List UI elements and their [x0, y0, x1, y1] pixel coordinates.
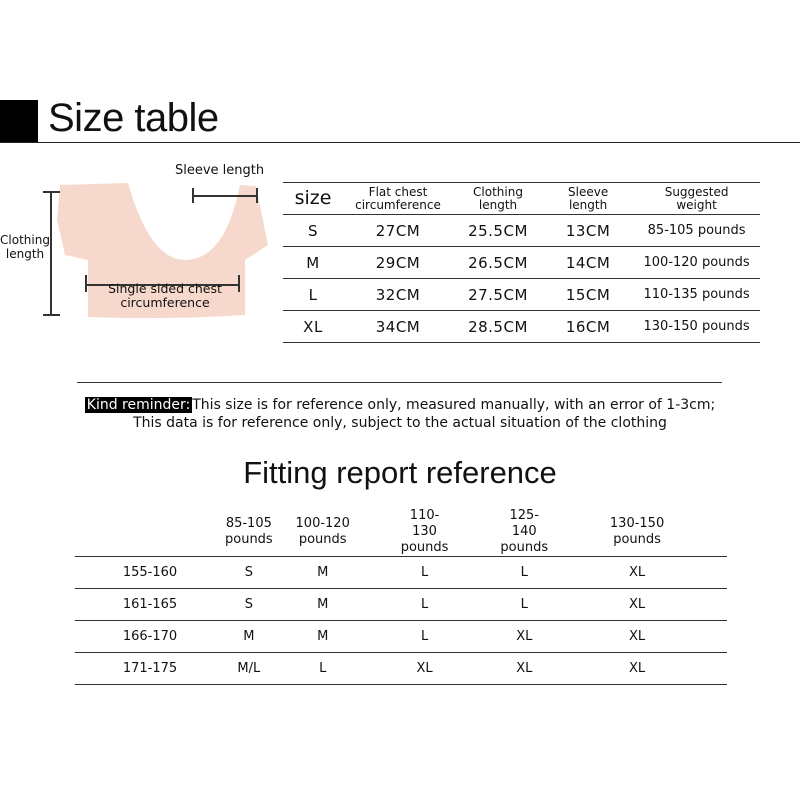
cell: XL [372, 652, 477, 685]
col-header: 125-140 pounds [476, 508, 573, 557]
clothing-length-label: Clothing length [0, 233, 50, 261]
cell: XL [572, 620, 727, 653]
table-row: M 29CM 26.5CM 14CM 100-120 pounds [283, 246, 760, 279]
cell: 25.5CM [453, 214, 543, 247]
title-divider [0, 142, 800, 143]
cell: 171-175 [75, 652, 225, 685]
cell: M [225, 620, 273, 653]
cell: 13CM [543, 214, 634, 247]
cell: 130-150 pounds [633, 310, 760, 343]
col-header: Suggested weight [633, 182, 760, 215]
cell: L [272, 652, 373, 685]
fitting-title: Fitting report reference [243, 455, 557, 490]
title-marker [0, 100, 38, 142]
reminder-line-2: This data is for reference only, subject… [133, 415, 667, 431]
col-header: Sleeve length [543, 182, 634, 215]
cell: L [372, 556, 477, 589]
col-header: Flat chest circumference [343, 182, 453, 215]
page-title: Size table [48, 96, 219, 140]
size-table-header: size Flat chest circumference Clothing l… [283, 182, 760, 215]
cell: 166-170 [75, 620, 225, 653]
cell: M [272, 556, 373, 589]
reminder-tag: Kind reminder: [84, 397, 193, 413]
cell: 27CM [343, 214, 453, 247]
size-table: size Flat chest circumference Clothing l… [283, 182, 760, 343]
reminder-divider [77, 382, 722, 383]
fitting-table-header: 85-105 pounds 100-120 pounds 110-130 pou… [75, 508, 727, 557]
cell: 32CM [343, 278, 453, 311]
cell: 15CM [543, 278, 634, 311]
cell: 28.5CM [453, 310, 543, 343]
table-row: 166-170 M M L XL XL [75, 620, 727, 653]
table-row: XL 34CM 28.5CM 16CM 130-150 pounds [283, 310, 760, 343]
table-row: L 32CM 27.5CM 15CM 110-135 pounds [283, 278, 760, 311]
sleeve-length-label: Sleeve length [175, 163, 265, 178]
col-header: 85-105 pounds [225, 508, 273, 557]
col-header: 100-120 pounds [272, 508, 373, 557]
col-header: 130-150 pounds [572, 508, 727, 557]
chest-label: Single sided chest circumference [108, 281, 222, 310]
col-header: size [283, 182, 343, 215]
reminder-line-1: This size is for reference only, measure… [192, 397, 716, 413]
cell: M [272, 620, 373, 653]
table-row: 161-165 S M L L XL [75, 588, 727, 621]
table-row: 171-175 M/L L XL XL XL [75, 652, 727, 685]
cell: S [225, 556, 273, 589]
garment-diagram [43, 183, 268, 319]
col-header: 110-130 pounds [372, 508, 477, 557]
cell: XL [572, 652, 727, 685]
cell: L [476, 556, 573, 589]
cell: 34CM [343, 310, 453, 343]
cell: 100-120 pounds [633, 246, 760, 279]
fitting-table: 85-105 pounds 100-120 pounds 110-130 pou… [75, 508, 727, 685]
cell: 155-160 [75, 556, 225, 589]
cell: M/L [225, 652, 273, 685]
cell: 85-105 pounds [633, 214, 760, 247]
cell: S [225, 588, 273, 621]
cell: 27.5CM [453, 278, 543, 311]
cell: 16CM [543, 310, 634, 343]
cell: 161-165 [75, 588, 225, 621]
col-header [75, 508, 225, 557]
table-row: S 27CM 25.5CM 13CM 85-105 pounds [283, 214, 760, 247]
cell: XL [476, 620, 573, 653]
cell: S [283, 214, 343, 247]
cell: XL [283, 310, 343, 343]
table-row: 155-160 S M L L XL [75, 556, 727, 589]
cell: L [283, 278, 343, 311]
cell: 29CM [343, 246, 453, 279]
cell: 26.5CM [453, 246, 543, 279]
cell: 110-135 pounds [633, 278, 760, 311]
cell: L [372, 620, 477, 653]
cell: M [283, 246, 343, 279]
cell: 14CM [543, 246, 634, 279]
cell: M [272, 588, 373, 621]
cell: XL [572, 588, 727, 621]
cell: XL [572, 556, 727, 589]
cell: L [372, 588, 477, 621]
reminder-note: Kind reminder: This size is for reference… [0, 396, 800, 432]
col-header: Clothing length [453, 182, 543, 215]
cell: XL [476, 652, 573, 685]
cell: L [476, 588, 573, 621]
